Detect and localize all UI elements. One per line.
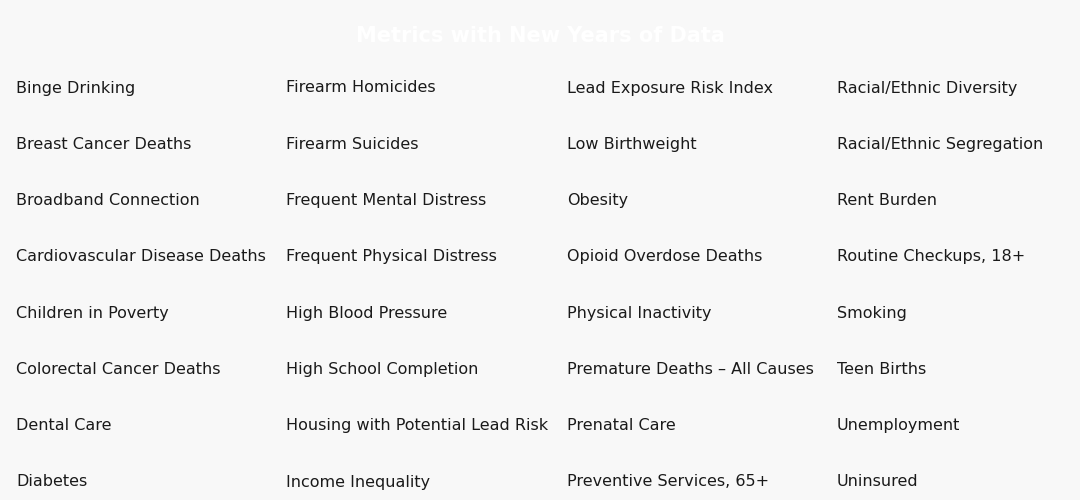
Text: Metrics with New Years of Data: Metrics with New Years of Data bbox=[355, 26, 725, 46]
Text: Broadband Connection: Broadband Connection bbox=[16, 193, 200, 208]
Text: Colorectal Cancer Deaths: Colorectal Cancer Deaths bbox=[16, 362, 220, 377]
Text: Routine Checkups, 18+: Routine Checkups, 18+ bbox=[837, 250, 1025, 264]
Text: Breast Cancer Deaths: Breast Cancer Deaths bbox=[16, 137, 191, 152]
Text: Low Birthweight: Low Birthweight bbox=[567, 137, 697, 152]
Text: Preventive Services, 65+: Preventive Services, 65+ bbox=[567, 474, 769, 490]
Text: Prenatal Care: Prenatal Care bbox=[567, 418, 676, 433]
Text: Smoking: Smoking bbox=[837, 306, 907, 320]
Text: Racial/Ethnic Segregation: Racial/Ethnic Segregation bbox=[837, 137, 1043, 152]
Text: Housing with Potential Lead Risk: Housing with Potential Lead Risk bbox=[286, 418, 549, 433]
Text: Children in Poverty: Children in Poverty bbox=[16, 306, 168, 320]
Text: Opioid Overdose Deaths: Opioid Overdose Deaths bbox=[567, 250, 762, 264]
Text: Rent Burden: Rent Burden bbox=[837, 193, 937, 208]
Text: Firearm Suicides: Firearm Suicides bbox=[286, 137, 419, 152]
Text: Physical Inactivity: Physical Inactivity bbox=[567, 306, 712, 320]
Text: Frequent Physical Distress: Frequent Physical Distress bbox=[286, 250, 497, 264]
Text: Obesity: Obesity bbox=[567, 193, 629, 208]
Text: Binge Drinking: Binge Drinking bbox=[16, 80, 135, 96]
Text: High School Completion: High School Completion bbox=[286, 362, 478, 377]
Text: Lead Exposure Risk Index: Lead Exposure Risk Index bbox=[567, 80, 773, 96]
Text: Racial/Ethnic Diversity: Racial/Ethnic Diversity bbox=[837, 80, 1017, 96]
Text: Income Inequality: Income Inequality bbox=[286, 474, 430, 490]
Text: Uninsured: Uninsured bbox=[837, 474, 919, 490]
Text: Frequent Mental Distress: Frequent Mental Distress bbox=[286, 193, 486, 208]
Text: Firearm Homicides: Firearm Homicides bbox=[286, 80, 436, 96]
Text: Teen Births: Teen Births bbox=[837, 362, 927, 377]
Text: Dental Care: Dental Care bbox=[16, 418, 111, 433]
Text: Premature Deaths – All Causes: Premature Deaths – All Causes bbox=[567, 362, 814, 377]
Text: High Blood Pressure: High Blood Pressure bbox=[286, 306, 447, 320]
Text: Unemployment: Unemployment bbox=[837, 418, 960, 433]
Text: Cardiovascular Disease Deaths: Cardiovascular Disease Deaths bbox=[16, 250, 266, 264]
Text: Diabetes: Diabetes bbox=[16, 474, 87, 490]
